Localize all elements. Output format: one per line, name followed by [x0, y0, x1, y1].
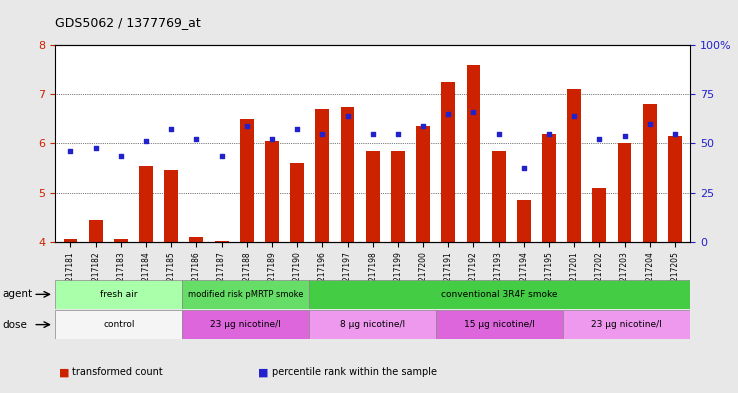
Bar	[568, 90, 581, 242]
Bar	[55, 280, 182, 309]
Point	[317, 130, 328, 137]
Bar	[315, 109, 329, 242]
Text: 23 μg nicotine/l: 23 μg nicotine/l	[210, 320, 281, 329]
Bar	[182, 280, 309, 309]
Bar	[240, 119, 254, 242]
Point	[165, 125, 177, 132]
Text: 15 μg nicotine/l: 15 μg nicotine/l	[464, 320, 535, 329]
Bar	[182, 310, 309, 339]
Point	[215, 152, 227, 159]
Bar	[517, 200, 531, 242]
Text: 8 μg nicotine/l: 8 μg nicotine/l	[340, 320, 405, 329]
Bar	[139, 165, 153, 242]
Point	[442, 111, 454, 117]
Text: ■: ■	[258, 367, 269, 377]
Text: modified risk pMRTP smoke: modified risk pMRTP smoke	[188, 290, 303, 299]
Bar	[190, 237, 203, 242]
Point	[64, 148, 76, 154]
Point	[190, 135, 202, 141]
Bar	[441, 82, 455, 242]
Text: ■: ■	[59, 367, 69, 377]
Bar	[416, 126, 430, 242]
Bar	[542, 134, 556, 242]
Bar	[618, 143, 632, 242]
Point	[266, 135, 277, 141]
Bar	[593, 187, 607, 242]
Bar	[340, 107, 354, 242]
Point	[618, 133, 630, 139]
Bar	[643, 104, 657, 242]
Bar	[55, 310, 182, 339]
Point	[593, 135, 605, 141]
Point	[367, 130, 379, 137]
Text: dose: dose	[2, 320, 27, 330]
Bar	[265, 141, 279, 242]
Bar	[436, 310, 563, 339]
Text: agent: agent	[2, 289, 32, 299]
Text: transformed count: transformed count	[72, 367, 163, 377]
Point	[417, 123, 429, 129]
Bar	[309, 280, 690, 309]
Point	[468, 108, 480, 115]
Bar	[466, 65, 480, 242]
Bar	[563, 310, 690, 339]
Point	[644, 121, 655, 127]
Bar	[366, 151, 379, 242]
Bar	[492, 151, 506, 242]
Point	[115, 152, 127, 159]
Point	[342, 113, 354, 119]
Point	[292, 125, 303, 132]
Text: percentile rank within the sample: percentile rank within the sample	[272, 367, 437, 377]
Bar	[215, 241, 229, 242]
Text: GDS5062 / 1377769_at: GDS5062 / 1377769_at	[55, 16, 201, 29]
Point	[543, 130, 555, 137]
Point	[493, 130, 505, 137]
Bar	[668, 136, 682, 242]
Bar	[114, 239, 128, 242]
Point	[392, 130, 404, 137]
Point	[140, 138, 152, 144]
Text: control: control	[103, 320, 134, 329]
Bar	[309, 310, 436, 339]
Point	[241, 123, 252, 129]
Point	[669, 130, 681, 137]
Text: fresh air: fresh air	[100, 290, 137, 299]
Bar	[63, 239, 77, 242]
Bar	[391, 151, 405, 242]
Text: 23 μg nicotine/l: 23 μg nicotine/l	[591, 320, 662, 329]
Bar	[290, 163, 304, 242]
Text: conventional 3R4F smoke: conventional 3R4F smoke	[441, 290, 558, 299]
Bar	[89, 220, 103, 242]
Point	[90, 145, 102, 151]
Point	[518, 165, 530, 171]
Point	[568, 113, 580, 119]
Bar	[165, 171, 178, 242]
